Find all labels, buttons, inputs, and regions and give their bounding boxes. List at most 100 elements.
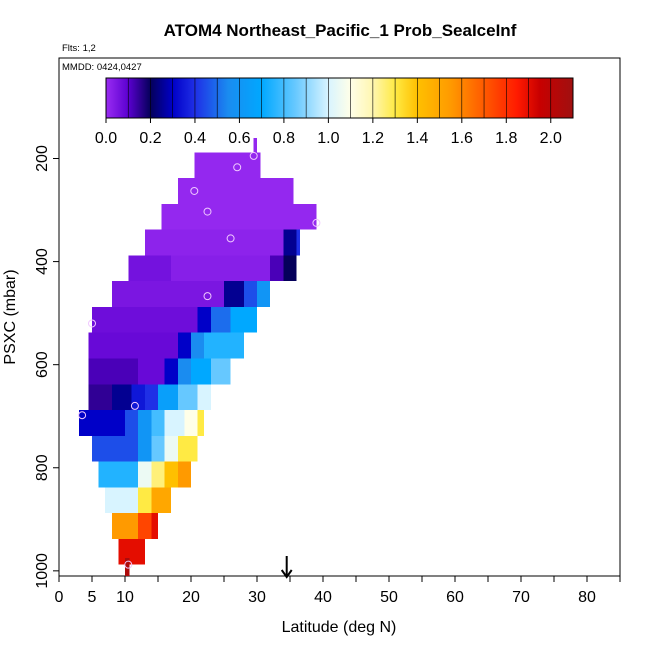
x-tick-label: 70 (512, 589, 530, 606)
x-tick-label: 40 (314, 589, 332, 606)
heatmap-cell (138, 435, 152, 462)
x-tick-label: 0 (55, 589, 64, 606)
heatmap-cell (184, 410, 198, 436)
observation-point (233, 163, 242, 172)
heatmap-cell (151, 435, 165, 462)
date-label: MMDD: 0424,0427 (62, 62, 142, 73)
colorbar-tick-label: 0.2 (139, 130, 161, 147)
heatmap-cell (177, 358, 191, 385)
colorbar-tick-label: 0.0 (95, 130, 117, 147)
x-tick-label: 50 (380, 589, 398, 606)
heatmap-cell (283, 229, 297, 256)
x-tick-label: 20 (182, 589, 200, 606)
x-tick-label: 5 (88, 589, 97, 606)
colorbar-gradient (105, 77, 574, 119)
colorbar-tick-label: 1.6 (451, 130, 473, 147)
plot-area: MMDD: 0424,0427 0.0 0.2 0.4 0.6 0.8 1.0 1.2 1.4… (58, 57, 621, 579)
heatmap-cell (138, 461, 152, 488)
y-axis-label: PSXC (mbar) (2, 269, 19, 364)
heatmap-cells (78, 137, 317, 576)
heatmap-cell (138, 487, 152, 514)
heatmap-cell (88, 358, 139, 385)
heatmap-cell (151, 487, 172, 514)
y-tick-label: 400 (34, 248, 51, 275)
heatmap-cell (230, 306, 257, 333)
observation-point (190, 186, 199, 195)
colorbar-tick-label: 0.6 (228, 130, 250, 147)
heatmap-cell (161, 203, 317, 230)
x-tick-label: 60 (446, 589, 464, 606)
heatmap-cell (111, 384, 132, 411)
heatmap-cell (105, 487, 139, 514)
colorbar: 0.0 0.2 0.4 0.6 0.8 1.0 1.2 1.4 1.6 1.8 2.0 (95, 77, 574, 147)
heatmap-cell (210, 358, 231, 385)
heatmap-cell (151, 513, 158, 539)
observation-point (249, 151, 258, 160)
y-tick-label: 1000 (34, 553, 51, 589)
heatmap-cell (164, 461, 178, 488)
heatmap-cell (177, 384, 198, 411)
y-axis: 200 400 600 800 1000 (34, 145, 59, 589)
heatmap-cell (164, 435, 178, 462)
heatmap-cell (194, 152, 261, 179)
x-axis: 0 5 10 20 30 40 50 60 70 80 (55, 576, 621, 606)
colorbar-ticks: 0.0 0.2 0.4 0.6 0.8 1.0 1.2 1.4 1.6 1.8 2.0 (95, 78, 562, 147)
heatmap-cell (257, 281, 271, 307)
heatmap-cell (296, 229, 300, 256)
colorbar-tick-label: 1.0 (317, 130, 339, 147)
chart-title: ATOM4 Northeast_Pacific_1 Prob_SeaIceInf (164, 21, 517, 40)
heatmap-cell (164, 358, 178, 385)
x-tick-label: 80 (578, 589, 596, 606)
y-tick-label: 200 (34, 145, 51, 172)
colorbar-tick-label: 1.2 (362, 130, 384, 147)
heatmap-cell (164, 410, 185, 436)
colorbar-tick-label: 1.8 (495, 130, 517, 147)
colorbar-tick-label: 1.4 (406, 130, 428, 147)
heatmap-cell (118, 538, 145, 565)
flights-label: Flts: 1,2 (62, 43, 96, 54)
heatmap-cell (177, 332, 191, 359)
heatmap-cell (88, 332, 178, 359)
heatmap-cell (138, 513, 152, 539)
heatmap-cell (128, 255, 172, 282)
latitude-marker-arrow (280, 556, 293, 579)
observation-point (78, 411, 87, 420)
heatmap-cell (197, 384, 211, 411)
observation-point (203, 292, 212, 301)
colorbar-tick-label: 0.8 (273, 130, 295, 147)
heatmap-cell (151, 410, 165, 436)
heatmap-cell (158, 384, 178, 411)
heatmap-cell (197, 410, 205, 436)
heatmap-cell (151, 461, 165, 488)
heatmap-cell (111, 513, 139, 539)
heatmap-cell (98, 461, 139, 488)
marker-head (280, 569, 293, 579)
heatmap-cell (144, 229, 284, 256)
heatmap-cell (111, 281, 224, 307)
x-tick-label: 30 (248, 589, 266, 606)
heatmap-cell (88, 384, 112, 411)
heatmap-cell (197, 306, 211, 333)
heatmap-cell (243, 281, 257, 307)
observation-point (312, 218, 321, 227)
heatmap-cell (171, 255, 271, 282)
y-tick-label: 600 (34, 351, 51, 378)
heatmap-cell (210, 306, 231, 333)
observation-point (124, 560, 133, 569)
heatmap-cell (92, 306, 198, 333)
x-tick-label: 10 (116, 589, 134, 606)
x-axis-label: Latitude (deg N) (282, 619, 397, 636)
heatmap-cell (191, 332, 205, 359)
observation-point (226, 234, 235, 243)
heatmap-cell (177, 461, 191, 488)
heatmap-cell (125, 557, 130, 576)
observation-point (130, 401, 139, 410)
heatmap-cell (125, 410, 139, 436)
observation-point (88, 319, 96, 328)
colorbar-tick-label: 2.0 (540, 130, 562, 147)
heatmap-cell (253, 137, 257, 164)
heatmap-cell (138, 410, 152, 436)
y-tick-label: 800 (34, 454, 51, 481)
heatmap-cell (78, 410, 125, 436)
